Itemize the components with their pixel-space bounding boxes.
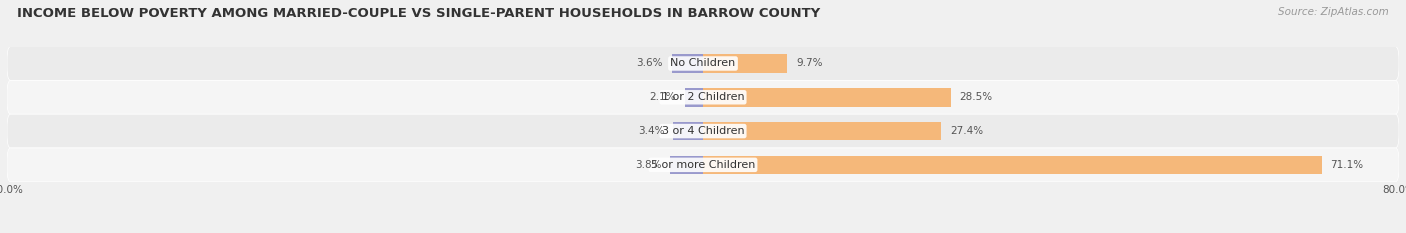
FancyBboxPatch shape: [7, 114, 1399, 148]
Text: 3.4%: 3.4%: [638, 126, 665, 136]
Text: 71.1%: 71.1%: [1330, 160, 1364, 170]
Text: 3.6%: 3.6%: [637, 58, 664, 69]
FancyBboxPatch shape: [7, 148, 1399, 182]
Text: 28.5%: 28.5%: [960, 92, 993, 102]
Bar: [672, 54, 703, 73]
Bar: [703, 54, 787, 73]
Bar: [703, 156, 1322, 174]
FancyBboxPatch shape: [7, 80, 1399, 114]
Text: 9.7%: 9.7%: [796, 58, 823, 69]
Text: 27.4%: 27.4%: [950, 126, 983, 136]
FancyBboxPatch shape: [7, 47, 1399, 80]
Text: 5 or more Children: 5 or more Children: [651, 160, 755, 170]
Bar: [685, 88, 703, 106]
Bar: [673, 122, 703, 140]
Text: 3.8%: 3.8%: [634, 160, 661, 170]
Bar: [703, 88, 950, 106]
Text: No Children: No Children: [671, 58, 735, 69]
Text: 2.1%: 2.1%: [650, 92, 676, 102]
Text: 3 or 4 Children: 3 or 4 Children: [662, 126, 744, 136]
Bar: [703, 122, 942, 140]
Text: Source: ZipAtlas.com: Source: ZipAtlas.com: [1278, 7, 1389, 17]
Text: INCOME BELOW POVERTY AMONG MARRIED-COUPLE VS SINGLE-PARENT HOUSEHOLDS IN BARROW : INCOME BELOW POVERTY AMONG MARRIED-COUPL…: [17, 7, 820, 20]
Text: 1 or 2 Children: 1 or 2 Children: [662, 92, 744, 102]
Bar: [669, 156, 703, 174]
